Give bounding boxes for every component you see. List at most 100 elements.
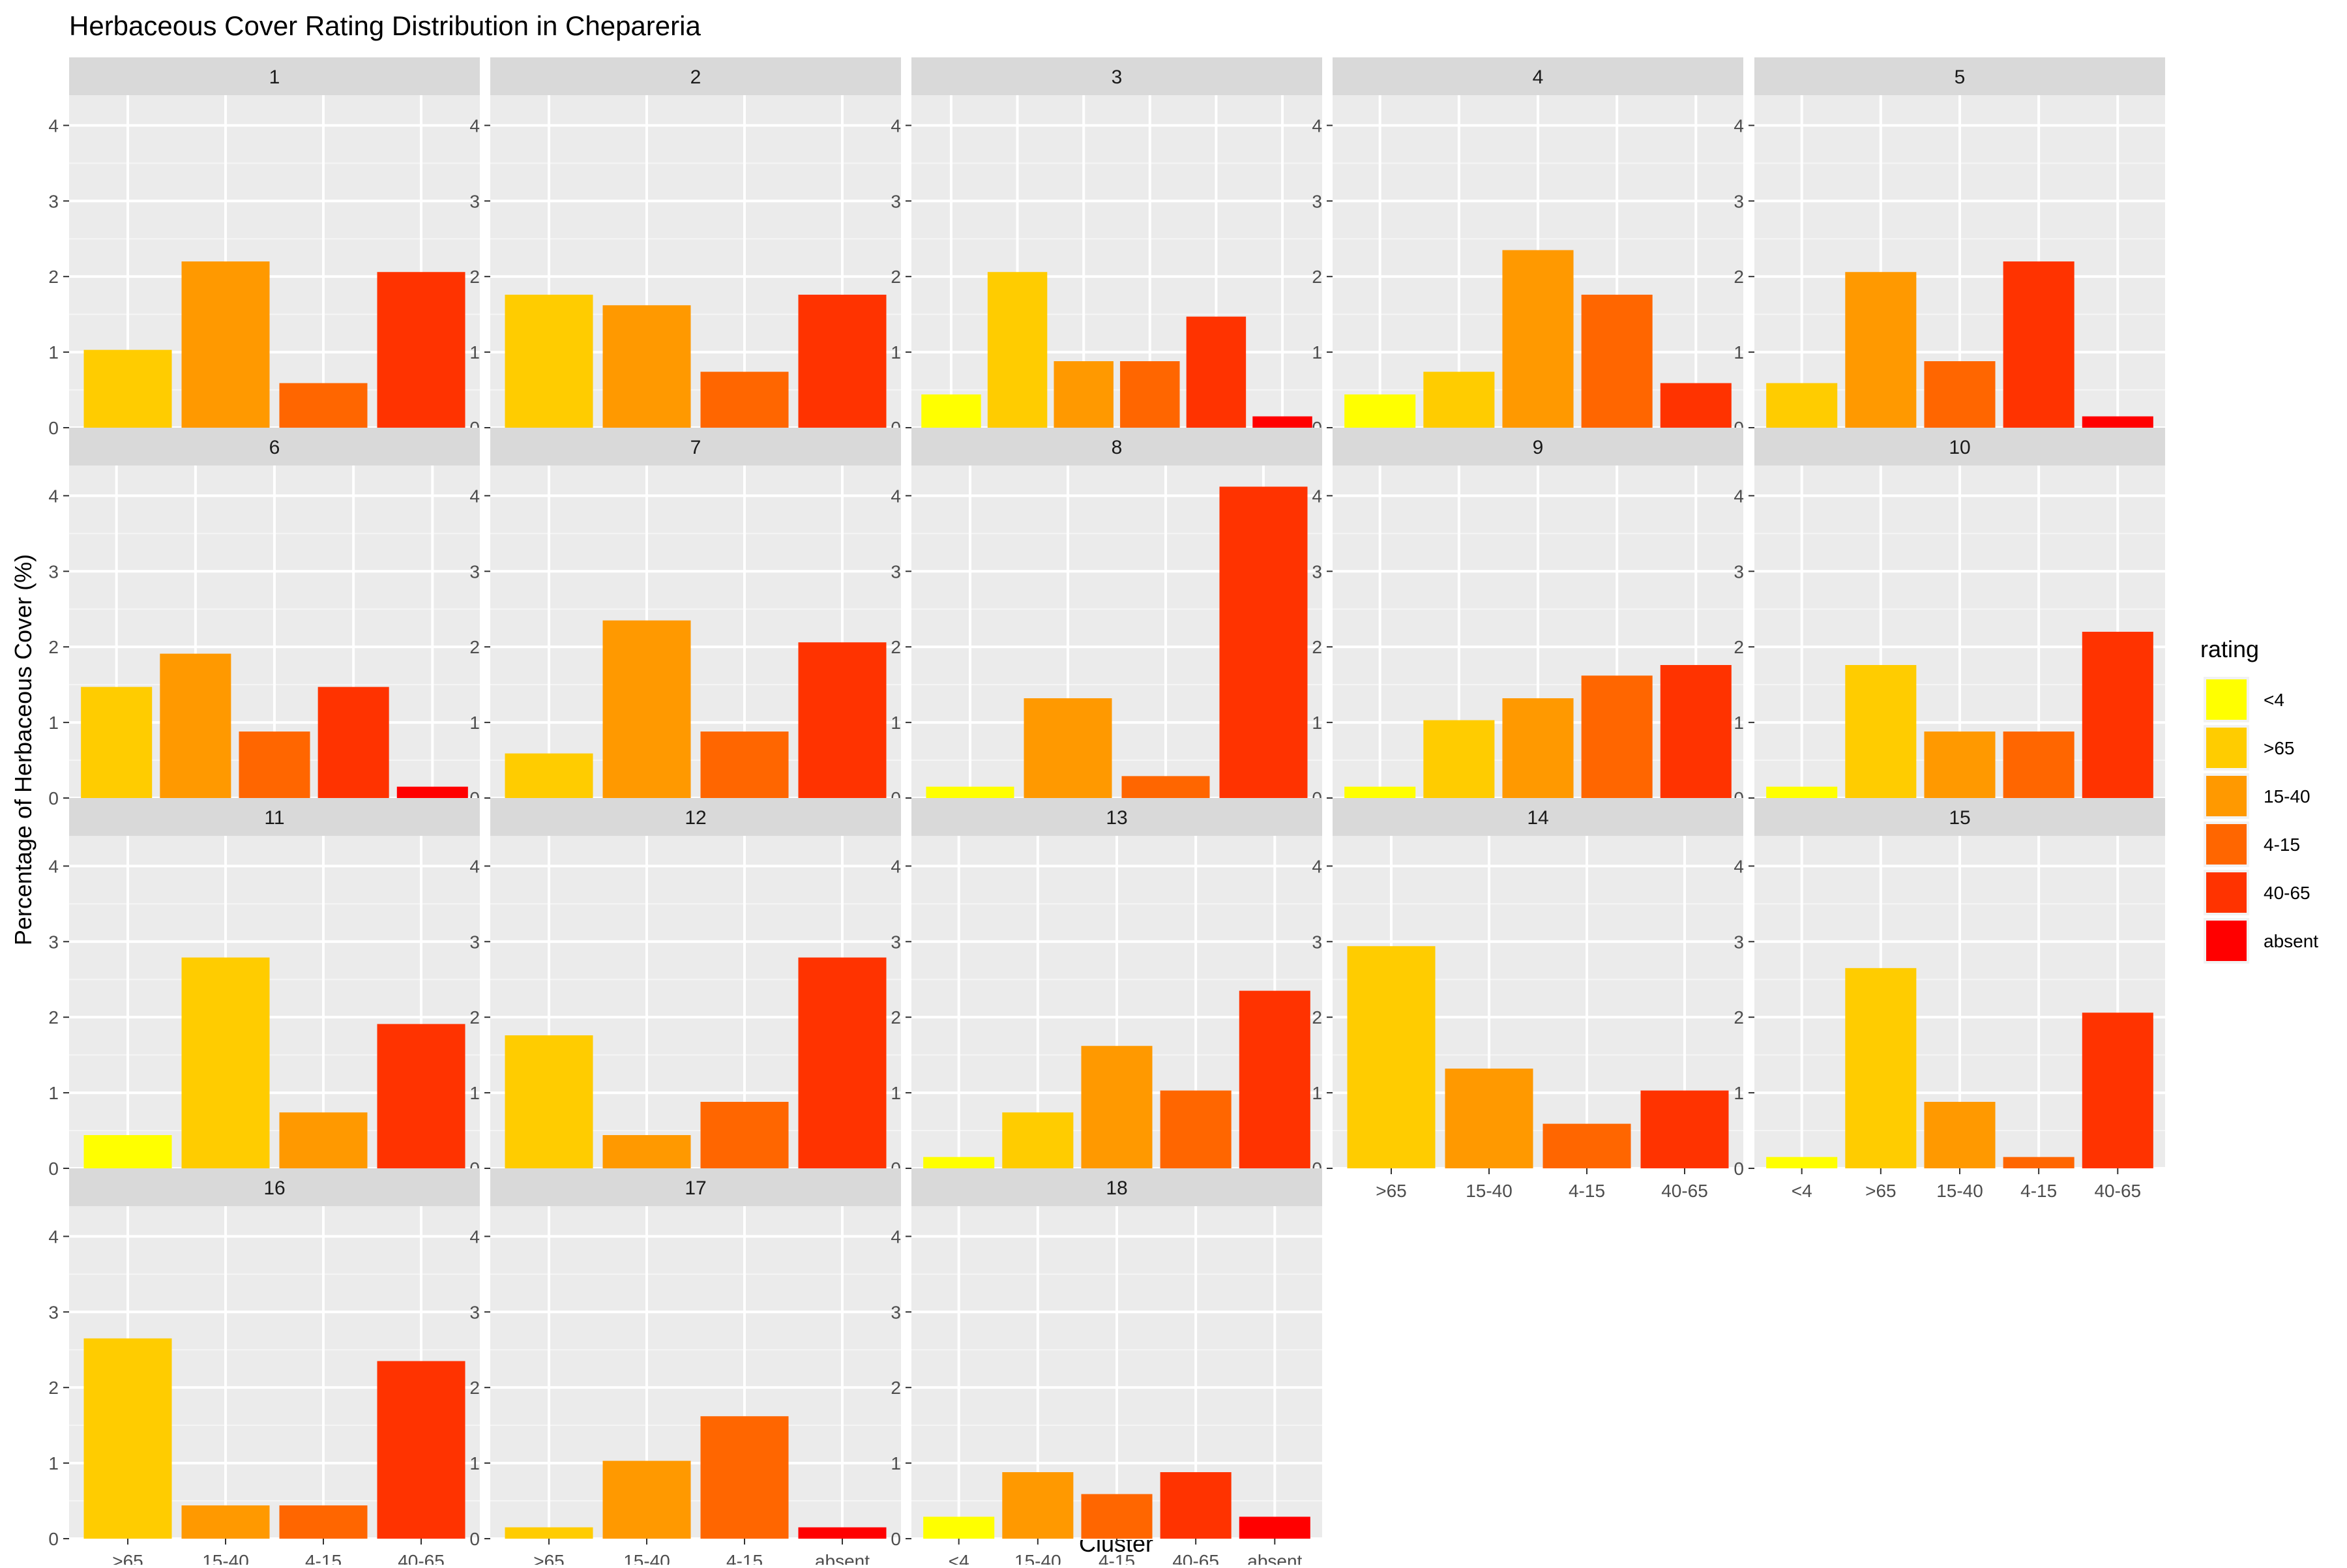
bar-14-15-40 bbox=[1445, 1069, 1533, 1168]
y-tick-label: 3 bbox=[1312, 561, 1322, 582]
y-tick-label: 3 bbox=[48, 932, 59, 952]
bar-16-4-15 bbox=[279, 1505, 368, 1539]
y-tick-label: 1 bbox=[1312, 713, 1322, 733]
y-tick-label: 1 bbox=[891, 1453, 901, 1473]
bar-11->65 bbox=[181, 957, 270, 1168]
bar-3-15-40 bbox=[1054, 361, 1114, 428]
y-tick-label: 3 bbox=[1312, 191, 1322, 211]
y-tick-label: 3 bbox=[469, 932, 480, 952]
y-tick-label: 1 bbox=[1312, 342, 1322, 362]
bar-15-15-40 bbox=[1924, 1102, 1996, 1168]
y-tick-label: 2 bbox=[48, 267, 59, 287]
bar-1->65 bbox=[83, 349, 172, 428]
y-tick-label: 3 bbox=[1734, 561, 1744, 582]
y-tick-label: 1 bbox=[891, 713, 901, 733]
y-tick-label: 1 bbox=[1734, 713, 1744, 733]
bar-14-40-65 bbox=[1640, 1090, 1729, 1168]
y-tick-label: 4 bbox=[48, 856, 59, 876]
bar-16->65 bbox=[83, 1338, 172, 1539]
x-tick-label: 4-15 bbox=[2020, 1181, 2057, 1201]
strip-label-6: 6 bbox=[269, 437, 280, 458]
y-tick-label: 4 bbox=[469, 115, 480, 136]
legend-label: 4-15 bbox=[2264, 835, 2300, 855]
bar-14-4-15 bbox=[1543, 1123, 1631, 1168]
bar-3-4-15 bbox=[1120, 361, 1180, 428]
bar-2-4-15 bbox=[700, 372, 789, 428]
y-tick-label: 0 bbox=[469, 1529, 480, 1549]
strip-label-2: 2 bbox=[690, 67, 701, 88]
x-tick-label: 15-40 bbox=[202, 1551, 249, 1565]
strip-label-4: 4 bbox=[1533, 67, 1544, 88]
y-tick-label: 4 bbox=[469, 486, 480, 506]
strip-label-7: 7 bbox=[690, 437, 701, 458]
x-tick-label: 15-40 bbox=[1014, 1551, 1061, 1565]
bar-18-<4 bbox=[923, 1516, 995, 1539]
strip-label-12: 12 bbox=[685, 807, 706, 829]
bar-15-4-15 bbox=[2003, 1157, 2074, 1168]
strip-label-15: 15 bbox=[1949, 807, 1970, 829]
legend-key-40-65 bbox=[2206, 872, 2247, 913]
bar-17-absent bbox=[798, 1527, 887, 1539]
y-tick-label: 3 bbox=[48, 1302, 59, 1322]
strip-label-16: 16 bbox=[263, 1177, 285, 1199]
y-tick-label: 2 bbox=[1312, 1007, 1322, 1028]
bar-5-15-40 bbox=[1845, 272, 1917, 428]
bar-11-15-40 bbox=[279, 1112, 368, 1168]
x-tick-label: <4 bbox=[949, 1551, 969, 1565]
bar-9->65 bbox=[1423, 720, 1495, 798]
bar-9-<4 bbox=[1344, 786, 1416, 798]
y-tick-label: 2 bbox=[48, 1007, 59, 1028]
bar-9-4-15 bbox=[1581, 675, 1653, 798]
strip-10 bbox=[1754, 428, 2165, 466]
y-tick-label: 1 bbox=[1734, 1083, 1744, 1103]
strip-label-17: 17 bbox=[685, 1177, 706, 1199]
y-tick-label: 4 bbox=[891, 115, 901, 136]
legend: rating <4 >65 15-40 4-15 40-65 absent bbox=[2200, 636, 2318, 964]
bar-12-4-15 bbox=[700, 1102, 789, 1168]
y-tick-label: 1 bbox=[469, 342, 480, 362]
panel-16: 16 >65 15-40 4-15 40-65 0 1 2 3 4 bbox=[48, 1168, 480, 1568]
y-tick-label: 0 bbox=[48, 418, 59, 438]
y-tick-label: 4 bbox=[1734, 486, 1744, 506]
y-tick-label: 1 bbox=[48, 1453, 59, 1473]
y-tick-label: 4 bbox=[469, 1226, 480, 1247]
plot-bg-3 bbox=[911, 95, 1322, 428]
strip-label-1: 1 bbox=[269, 67, 280, 88]
bar-13-4-15 bbox=[1160, 1090, 1232, 1168]
legend-key-<4 bbox=[2206, 679, 2247, 720]
x-tick-label: >65 bbox=[1865, 1181, 1897, 1201]
x-tick-label: 40-65 bbox=[1172, 1551, 1219, 1565]
bar-16-40-65 bbox=[377, 1361, 465, 1539]
strip-4 bbox=[1333, 57, 1743, 95]
strip-2 bbox=[490, 57, 901, 95]
x-tick-label: >65 bbox=[112, 1551, 143, 1565]
bar-4-4-15 bbox=[1581, 295, 1653, 428]
bar-16-15-40 bbox=[181, 1505, 270, 1539]
x-tick-label: 15-40 bbox=[1466, 1181, 1513, 1201]
bar-7-15-40 bbox=[602, 620, 691, 798]
bar-1-40-65 bbox=[377, 272, 465, 428]
bar-7->65 bbox=[505, 753, 593, 798]
bar-6-40-65 bbox=[317, 687, 389, 798]
bar-7-40-65 bbox=[798, 642, 887, 798]
strip-label-5: 5 bbox=[1955, 67, 1966, 88]
y-tick-label: 4 bbox=[48, 1226, 59, 1247]
y-tick-label: 3 bbox=[1734, 191, 1744, 211]
bar-6-absent bbox=[396, 786, 468, 798]
strip-6 bbox=[69, 428, 480, 466]
x-tick-label: 4-15 bbox=[726, 1551, 763, 1565]
y-tick-label: 1 bbox=[469, 1453, 480, 1473]
y-axis-title: Percentage of Herbaceous Cover (%) bbox=[10, 554, 37, 945]
bar-2-15-40 bbox=[602, 305, 691, 428]
y-tick-label: 4 bbox=[1734, 115, 1744, 136]
x-tick-label: absent bbox=[1247, 1551, 1302, 1565]
y-tick-label: 0 bbox=[48, 1159, 59, 1179]
